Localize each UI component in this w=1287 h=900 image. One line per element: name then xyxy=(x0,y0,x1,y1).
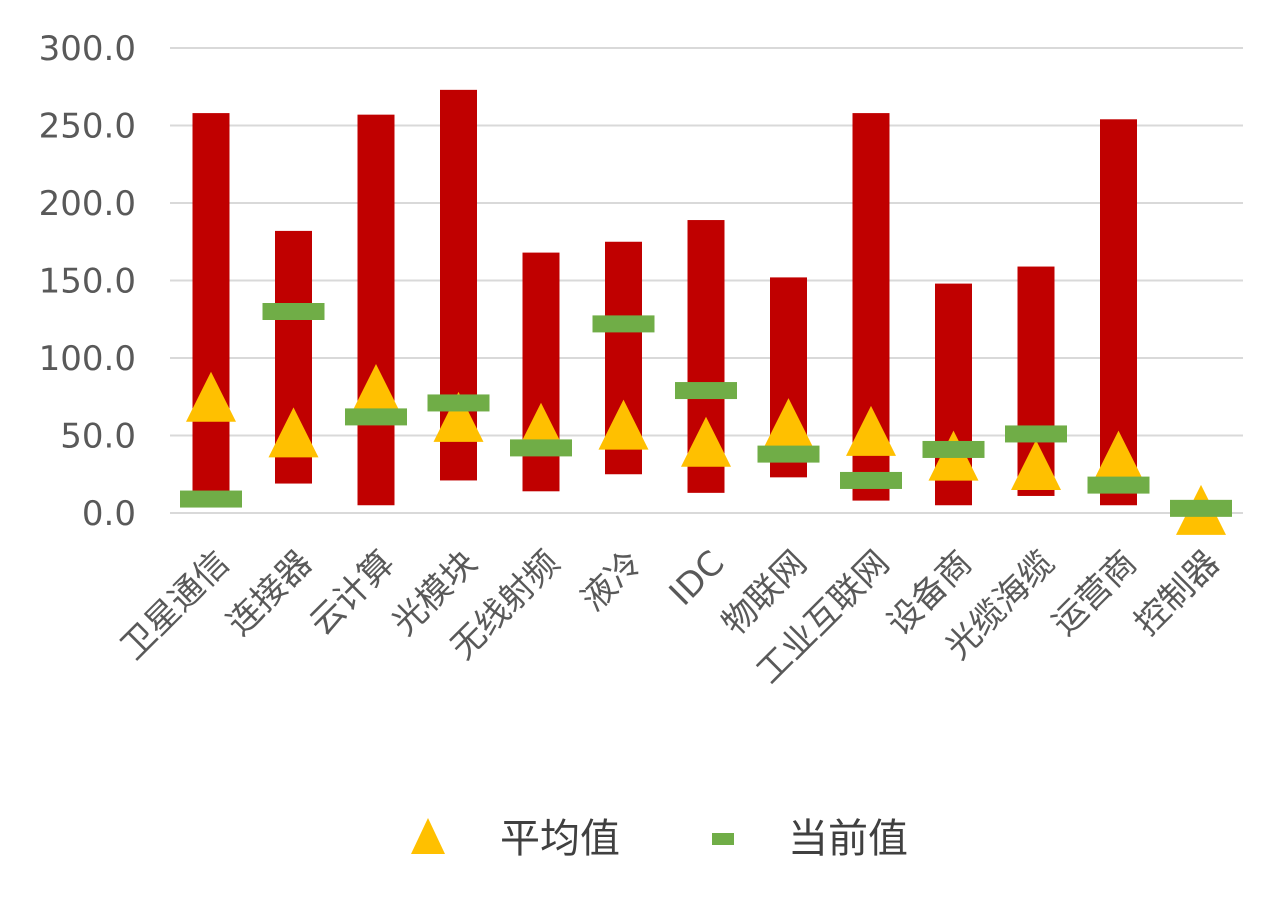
average-marker xyxy=(433,391,484,442)
average-marker xyxy=(598,399,649,450)
average-marker xyxy=(1093,430,1144,481)
range-bar xyxy=(192,113,230,501)
legend-label-average: 平均值 xyxy=(500,816,620,862)
average-marker xyxy=(351,364,401,414)
x-category-label: 卫星通信 xyxy=(113,543,237,667)
current-marker xyxy=(1087,476,1150,494)
current-markers xyxy=(180,303,1232,517)
current-marker xyxy=(1170,499,1232,517)
current-marker xyxy=(675,382,737,400)
legend: 平均值 当前值 xyxy=(411,816,908,862)
legend-label-current: 当前值 xyxy=(788,816,908,862)
current-marker xyxy=(262,303,325,320)
y-axis-tick-labels: 0.0 50.0 100.0 150.0 200.0 250.0 300.0 xyxy=(39,29,136,534)
average-marker xyxy=(681,416,731,467)
x-category-label: 液冷 xyxy=(573,543,649,619)
y-tick-label: 100.0 xyxy=(39,339,136,379)
current-marker xyxy=(427,394,490,412)
average-markers xyxy=(186,364,1226,535)
x-category-label: 连接器 xyxy=(219,543,319,643)
current-marker xyxy=(510,439,572,457)
y-tick-label: 0.0 xyxy=(82,494,136,534)
average-marker xyxy=(846,405,896,456)
x-category-label: 控制器 xyxy=(1127,543,1227,643)
average-marker xyxy=(1011,439,1061,490)
y-tick-label: 200.0 xyxy=(39,184,136,224)
current-marker xyxy=(1005,425,1067,443)
average-marker xyxy=(186,371,236,422)
y-tick-label: 250.0 xyxy=(39,107,136,147)
average-marker xyxy=(268,407,319,458)
legend-triangle-icon xyxy=(411,818,445,854)
legend-dash-icon xyxy=(712,833,734,845)
y-tick-label: 50.0 xyxy=(60,417,136,457)
y-tick-label: 300.0 xyxy=(39,29,136,69)
y-tick-label: 150.0 xyxy=(39,262,136,302)
average-marker xyxy=(763,398,814,449)
current-marker xyxy=(922,440,985,458)
current-marker xyxy=(345,408,407,426)
current-marker xyxy=(840,471,902,489)
x-category-label: IDC xyxy=(662,543,733,614)
x-category-label: 云计算 xyxy=(302,543,402,643)
current-marker xyxy=(757,445,820,463)
range-bar xyxy=(357,114,395,506)
x-category-label: 运营商 xyxy=(1044,543,1144,643)
current-marker xyxy=(592,315,655,333)
current-marker xyxy=(180,490,242,508)
